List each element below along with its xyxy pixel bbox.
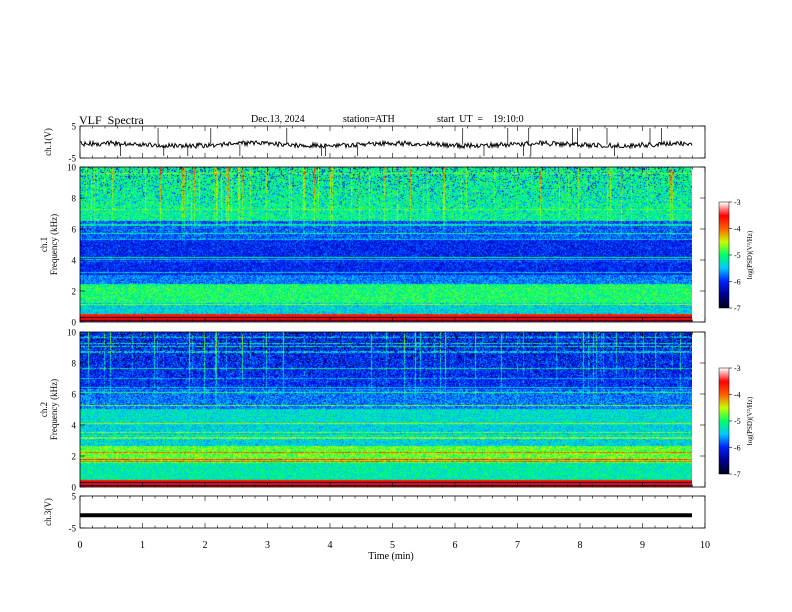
y-tick-label: 0 bbox=[72, 318, 77, 328]
ch1-spectrogram bbox=[80, 167, 692, 322]
start-time-label: start UT = 19:10:0 bbox=[437, 114, 524, 125]
y-tick-label: -5 bbox=[69, 524, 77, 534]
y-tick-label: 4 bbox=[72, 256, 77, 266]
x-tick-label: 5 bbox=[390, 540, 395, 551]
ch1-colorbar bbox=[719, 202, 729, 308]
ch1-waveform bbox=[79, 139, 693, 150]
colorbar-tick-label: -3 bbox=[734, 198, 741, 207]
colorbar-tick-label: -7 bbox=[734, 470, 741, 479]
y-tick-label: 4 bbox=[72, 421, 77, 431]
ch1-colorbar-frame bbox=[718, 201, 730, 309]
ch2-colorbar-frame bbox=[718, 367, 730, 475]
ch1-colorbar-label: log(PSD)(V²/Hz) bbox=[746, 230, 754, 279]
colorbar-tick-label: -4 bbox=[734, 391, 741, 400]
x-axis-label: Time (min) bbox=[368, 551, 413, 562]
x-tick-label: 7 bbox=[515, 540, 520, 551]
colorbar-tick-label: -5 bbox=[734, 417, 741, 426]
ch1-spec-ylabel-1: ch.1 bbox=[39, 237, 49, 252]
y-tick-label: 5 bbox=[72, 492, 77, 502]
ch1-trace-ylabel: ch.1(V) bbox=[43, 128, 53, 156]
y-tick-label: 8 bbox=[72, 194, 77, 204]
y-tick-label: 6 bbox=[72, 390, 77, 400]
x-tick-label: 9 bbox=[640, 540, 645, 551]
ch2-spectrogram bbox=[80, 332, 692, 487]
ch2-colorbar-label: log(PSD)(V²/Hz) bbox=[746, 396, 754, 445]
y-tick-label: 10 bbox=[67, 163, 77, 173]
y-tick-label: 2 bbox=[72, 452, 77, 462]
ch2-spec-ylabel-2: Frequency (kHz) bbox=[49, 379, 59, 440]
figure-title: VLF Spectra bbox=[79, 113, 144, 127]
ch2-colorbar bbox=[719, 368, 729, 474]
panel-frame-3 bbox=[79, 331, 706, 488]
x-tick-label: 2 bbox=[203, 540, 208, 551]
colorbar-tick-label: -5 bbox=[734, 251, 741, 260]
colorbar-tick-label: -6 bbox=[734, 444, 741, 453]
x-tick-label: 0 bbox=[78, 540, 83, 551]
y-tick-label: 8 bbox=[72, 359, 77, 369]
panel-frame-2 bbox=[79, 166, 706, 323]
y-tick-label: 10 bbox=[67, 328, 77, 338]
y-tick-label: 5 bbox=[72, 122, 77, 132]
y-tick-label: 2 bbox=[72, 287, 77, 297]
x-tick-label: 3 bbox=[265, 540, 270, 551]
colorbar-tick-label: -6 bbox=[734, 278, 741, 287]
x-tick-label: 8 bbox=[578, 540, 583, 551]
x-tick-label: 1 bbox=[140, 540, 145, 551]
y-tick-label: 0 bbox=[72, 483, 77, 493]
station-label: station=ATH bbox=[343, 114, 395, 125]
x-tick-label: 10 bbox=[700, 540, 710, 551]
ch1-spec-ylabel-2: Frequency (kHz) bbox=[49, 214, 59, 275]
y-tick-label: -5 bbox=[69, 154, 77, 164]
date-label: Dec.13, 2024 bbox=[251, 114, 305, 125]
ch2-spec-ylabel-1: ch.2 bbox=[39, 402, 49, 417]
colorbar-tick-label: -3 bbox=[734, 364, 741, 373]
x-tick-label: 6 bbox=[453, 540, 458, 551]
x-tick-label: 4 bbox=[328, 540, 333, 551]
colorbar-tick-label: -7 bbox=[734, 304, 741, 313]
colorbar-tick-label: -4 bbox=[734, 225, 741, 234]
ch3-trace-ylabel: ch.3(V) bbox=[43, 498, 53, 526]
y-tick-label: 6 bbox=[72, 225, 77, 235]
